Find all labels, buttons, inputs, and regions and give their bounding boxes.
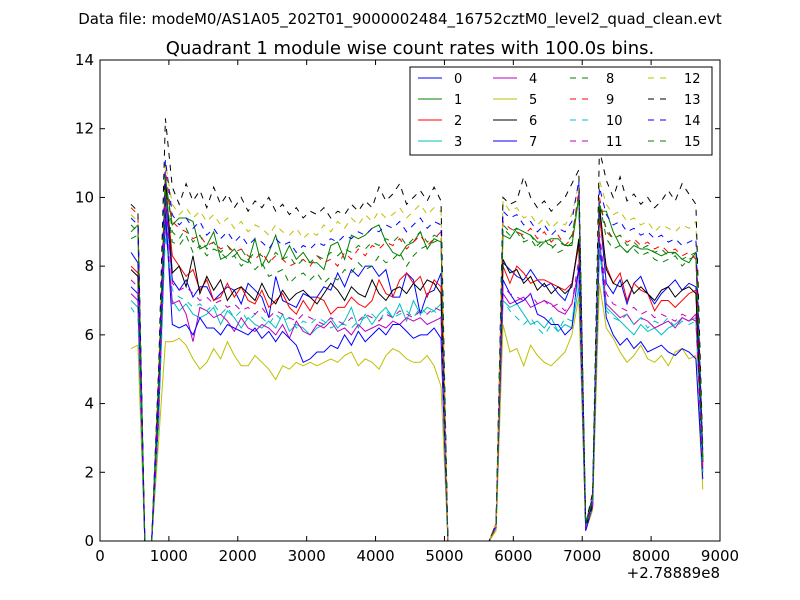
series-line-8 <box>130 190 704 542</box>
x-tick-label: 9000 <box>701 547 739 565</box>
x-tick-label: 5000 <box>425 547 463 565</box>
legend-label-15: 15 <box>684 135 701 150</box>
legend-label-14: 14 <box>684 114 701 129</box>
y-tick-label: 8 <box>84 257 94 275</box>
y-tick-label: 0 <box>84 532 94 550</box>
chart-title: Quadrant 1 module wise count rates with … <box>166 38 655 59</box>
plot-lines <box>130 118 704 542</box>
series-line-10 <box>130 235 704 542</box>
legend-label-0: 0 <box>454 72 462 87</box>
x-offset-label: +2.78889e8 <box>627 564 720 582</box>
series-line-7 <box>130 211 704 542</box>
series-line-2 <box>130 187 704 542</box>
y-tick-label: 6 <box>84 326 94 344</box>
legend-label-10: 10 <box>606 114 623 129</box>
x-tick-label: 7000 <box>563 547 601 565</box>
y-tick-label: 4 <box>84 395 94 413</box>
legend-label-12: 12 <box>684 72 701 87</box>
x-tick-label: 2000 <box>219 547 257 565</box>
y-tick-label: 2 <box>84 463 94 481</box>
series-line-1 <box>130 180 704 542</box>
series-line-3 <box>130 224 704 542</box>
x-tick-label: 6000 <box>494 547 532 565</box>
y-tick-label: 10 <box>75 188 94 206</box>
legend-label-4: 4 <box>529 72 537 87</box>
legend-label-6: 6 <box>529 114 537 129</box>
series-line-9 <box>130 169 704 542</box>
plot-frame <box>99 59 721 542</box>
series-line-11 <box>130 204 704 542</box>
series-line-14 <box>130 159 704 542</box>
x-tick-label: 1000 <box>150 547 188 565</box>
legend-label-2: 2 <box>454 114 462 129</box>
legend-label-9: 9 <box>606 93 614 108</box>
series-line-12 <box>130 163 704 542</box>
legend-label-5: 5 <box>529 93 537 108</box>
legend-label-8: 8 <box>606 72 614 87</box>
y-tick-label: 12 <box>75 120 94 138</box>
data-file-supertitle: Data file: modeM0/AS1A05_202T01_90000024… <box>78 10 722 29</box>
x-axis: 0 1000 2000 3000 4000 5000 6000 7000 8000 9000 <box>95 60 739 565</box>
series-line-4 <box>130 214 704 542</box>
x-tick-label: 4000 <box>356 547 394 565</box>
legend-label-11: 11 <box>606 135 623 150</box>
legend-label-13: 13 <box>684 93 701 108</box>
series-line-5 <box>130 283 704 542</box>
legend-box <box>409 66 713 156</box>
series-line-6 <box>130 176 704 542</box>
x-tick-label: 3000 <box>288 547 326 565</box>
legend-label-1: 1 <box>454 93 462 108</box>
series-line-15 <box>130 176 704 542</box>
series-line-13 <box>130 118 704 542</box>
legend-label-7: 7 <box>529 135 537 150</box>
x-tick-label: 0 <box>95 547 105 565</box>
x-tick-label: 8000 <box>632 547 670 565</box>
series-line-0 <box>130 197 704 542</box>
legend-label-3: 3 <box>454 135 462 150</box>
y-tick-label: 14 <box>75 51 94 69</box>
